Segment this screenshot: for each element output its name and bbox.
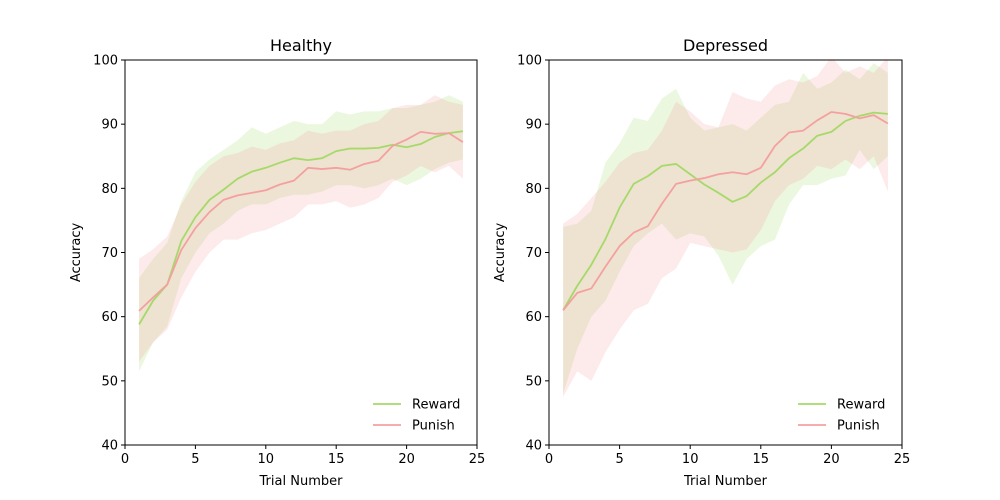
x-tick-label: 10 xyxy=(258,452,275,467)
y-tick-label: 90 xyxy=(101,118,118,133)
panel-title: Healthy xyxy=(270,36,332,55)
y-tick-label: 40 xyxy=(525,439,542,454)
y-tick-label: 100 xyxy=(93,54,118,69)
x-tick-label: 20 xyxy=(398,452,415,467)
x-tick-label: 20 xyxy=(823,452,840,467)
y-tick-label: 60 xyxy=(525,310,542,325)
chart-panel-healthy: 0 5 10 15 20 25 40 50 60 70 80 90 100 Trial Number Acc… xyxy=(69,36,485,489)
y-tick-label: 100 xyxy=(517,54,542,69)
y-tick-label: 90 xyxy=(525,118,542,133)
x-tick-label: 10 xyxy=(682,452,699,467)
panel-title: Depressed xyxy=(683,36,768,55)
legend: Reward Punish xyxy=(798,398,885,434)
x-tick-label: 15 xyxy=(328,452,345,467)
y-tick-label: 60 xyxy=(101,310,118,325)
x-tick-label: 25 xyxy=(469,452,486,467)
y-tick-label: 80 xyxy=(101,182,118,197)
x-axis-label: Trial Number xyxy=(683,474,768,489)
band-reward xyxy=(139,95,463,372)
x-tick-label: 5 xyxy=(615,452,623,467)
y-axis-label: Accuracy xyxy=(69,223,84,283)
legend-label-reward: Reward xyxy=(837,398,885,413)
band-punish xyxy=(139,95,463,362)
y-tick-label: 70 xyxy=(101,246,118,261)
y-tick-label: 80 xyxy=(525,182,542,197)
y-tick-label: 50 xyxy=(101,374,118,389)
chart-panel-depressed: 0 5 10 15 20 25 40 50 60 70 80 90 100 Trial Number Acc… xyxy=(493,36,910,489)
series-line-reward xyxy=(138,130,464,325)
legend-label-punish: Punish xyxy=(837,419,880,434)
series-line-punish xyxy=(138,130,464,312)
plot-area xyxy=(138,95,464,372)
series-line-punish xyxy=(562,111,889,311)
x-tick-label: 25 xyxy=(894,452,911,467)
series-line-reward xyxy=(562,111,888,311)
y-tick-label: 50 xyxy=(525,374,542,389)
legend-label-reward: Reward xyxy=(412,398,460,413)
plot-area xyxy=(562,60,889,397)
legend-label-punish: Punish xyxy=(412,419,455,434)
x-tick-label: 0 xyxy=(545,452,553,467)
legend: Reward Punish xyxy=(373,398,460,434)
x-tick-label: 15 xyxy=(753,452,770,467)
x-tick-label: 0 xyxy=(121,452,129,467)
y-tick-label: 40 xyxy=(101,439,118,454)
x-tick-label: 5 xyxy=(191,452,199,467)
y-axis-label: Accuracy xyxy=(493,223,508,283)
y-tick-label: 70 xyxy=(525,246,542,261)
x-axis-label: Trial Number xyxy=(259,474,344,489)
